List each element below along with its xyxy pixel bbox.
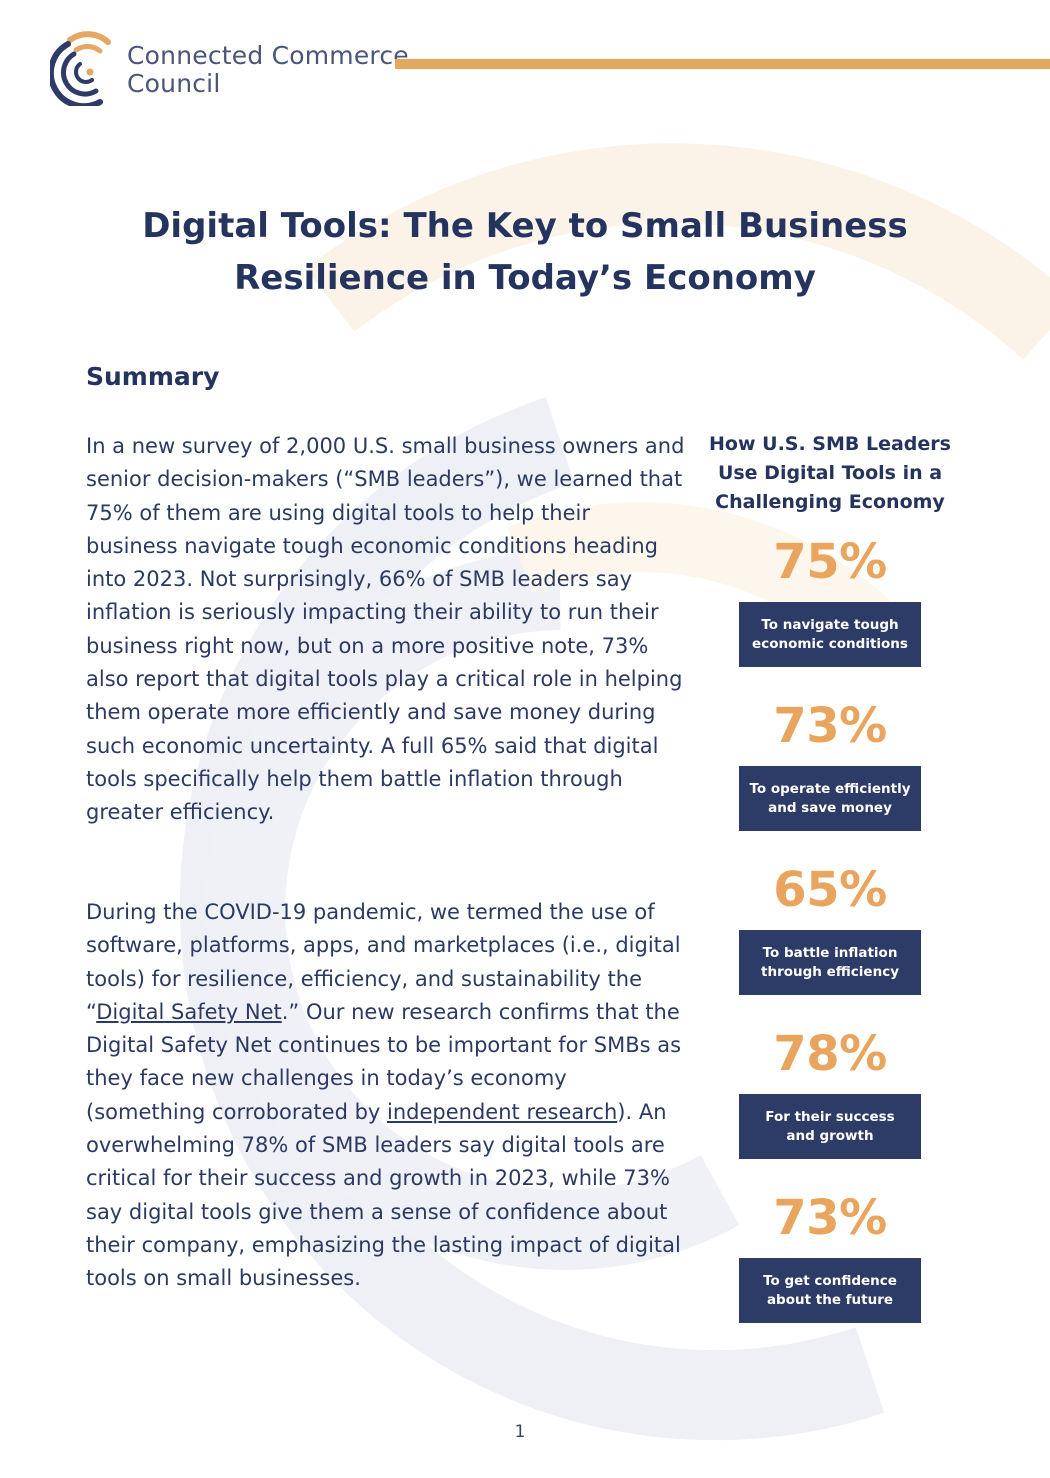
sidebar-title-line1: How U.S. SMB Leaders <box>709 433 951 455</box>
broadcast-c-logo-icon <box>50 31 111 106</box>
stat-value: 73% <box>773 1190 887 1246</box>
stat-value: 78% <box>773 1026 887 1082</box>
summary-paragraph-2: During the COVID-19 pandemic, we termed … <box>86 896 686 1296</box>
independent-research-link[interactable]: independent research <box>387 1099 618 1124</box>
para2-text-3: ). An overwhelming 78% of SMB leaders sa… <box>86 1099 681 1291</box>
stat-value: 73% <box>773 698 887 754</box>
stat-label-box: To get confidence about the future <box>739 1258 921 1323</box>
digital-safety-net-link[interactable]: Digital Safety Net <box>96 999 282 1024</box>
stat-value: 65% <box>773 862 887 918</box>
page-title: Digital Tools: The Key to Small Business… <box>110 200 940 304</box>
title-line1: Digital Tools: The Key to Small Business <box>142 206 908 246</box>
org-name-line2: Council <box>127 69 221 98</box>
stat-label-box: For their success and growth <box>739 1094 921 1159</box>
stat-label-line1: For their success <box>765 1108 895 1125</box>
stat-label-line2: through efficiency <box>761 963 899 980</box>
stat-label-box: To navigate tough economic conditions <box>739 602 921 667</box>
sidebar-title-line2: Use Digital Tools in a <box>717 462 943 484</box>
stat-value: 75% <box>773 534 887 590</box>
stat-label-line1: To get confidence <box>763 1272 897 1289</box>
page-number: 1 <box>514 1422 526 1442</box>
sidebar-title: How U.S. SMB Leaders Use Digital Tools i… <box>700 430 960 517</box>
summary-paragraph-1: In a new survey of 2,000 U.S. small busi… <box>86 434 685 825</box>
stat-label-box: To battle inflation through efficiency <box>739 930 921 995</box>
summary-heading: Summary <box>86 362 220 391</box>
stat-label-line2: about the future <box>766 1291 894 1308</box>
sidebar-title-line3: Challenging Economy <box>715 491 945 513</box>
stat-label-line2: and save money <box>768 799 892 816</box>
header-accent-bar <box>395 59 1050 69</box>
title-line2: Resilience in Today’s Economy <box>234 258 816 298</box>
stat-label-line1: To battle inflation <box>762 944 898 961</box>
org-name-line1: Connected Commerce <box>127 41 409 70</box>
stat-label-box: To operate efficiently and save money <box>739 766 921 831</box>
stat-label-line2: economic conditions <box>752 635 908 652</box>
stat-item: 65% To battle inflation through efficien… <box>739 862 921 995</box>
stats-sidebar: How U.S. SMB Leaders Use Digital Tools i… <box>700 430 960 1323</box>
stat-item: 75% To navigate tough economic condition… <box>739 534 921 667</box>
stat-label-line1: To navigate tough <box>761 616 899 633</box>
stat-label-line2: and growth <box>786 1127 874 1144</box>
stat-label-line1: To operate efficiently <box>749 780 911 797</box>
stat-item: 73% To operate efficiently and save mone… <box>739 698 921 831</box>
stat-item: 73% To get confidence about the future <box>739 1190 921 1323</box>
org-name: Connected Commerce Council <box>127 42 409 98</box>
page-header: Connected Commerce Council <box>0 0 1050 120</box>
stat-item: 78% For their success and growth <box>739 1026 921 1159</box>
